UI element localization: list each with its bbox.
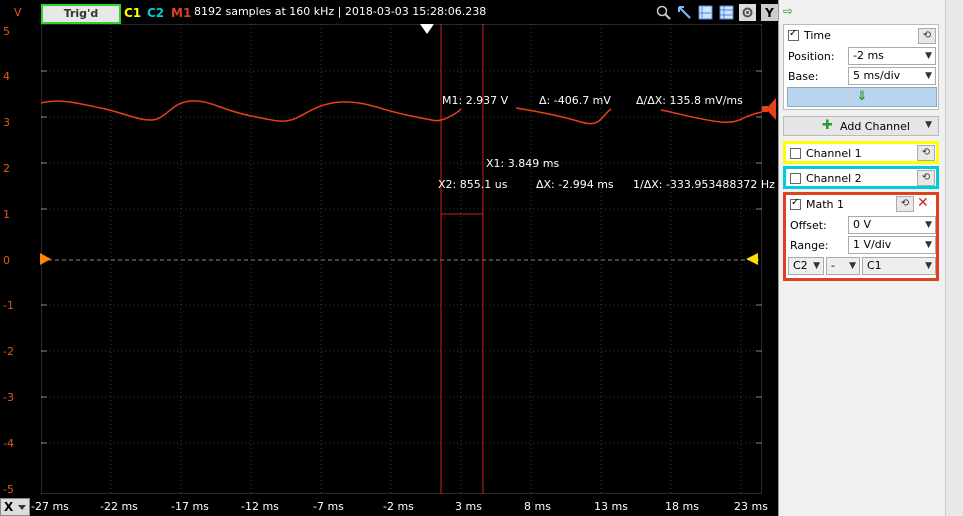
x-tick: -2 ms <box>383 500 414 513</box>
x-axis-button[interactable]: X <box>0 498 30 516</box>
time-settings-box: Time ⟲ Position: -2 ms▼ Base: 5 ms/div▼ … <box>783 24 939 110</box>
y-axis-button[interactable]: Y <box>761 4 778 21</box>
channel1-checkbox[interactable] <box>790 148 801 159</box>
y-tick: 4 <box>3 70 10 83</box>
math1-label: Math 1 <box>806 198 845 211</box>
x-tick: -22 ms <box>100 500 138 513</box>
range-select[interactable]: 1 V/div ▼ <box>848 236 936 254</box>
x-tick: -17 ms <box>171 500 209 513</box>
zero-marker-left-icon[interactable] <box>40 253 52 265</box>
zoom-icon[interactable] <box>655 4 672 21</box>
channel2-reset-icon[interactable]: ⟲ <box>917 170 935 186</box>
trigger-time-marker-icon[interactable] <box>420 24 434 34</box>
y-tick: 2 <box>3 162 10 175</box>
channel1-box: Channel 1 ⟲ <box>783 141 939 164</box>
y-tick: -4 <box>3 437 14 450</box>
scope-toolbar: V Trig'd C1 C2 M1 8192 samples at 160 kH… <box>0 0 778 24</box>
channel2-checkbox[interactable] <box>790 173 801 184</box>
add-channel-button[interactable]: ✚ Add Channel ▼ <box>783 116 939 136</box>
x-tick: 3 ms <box>455 500 482 513</box>
y-tick: -3 <box>3 391 14 404</box>
position-label: Position: <box>788 50 835 63</box>
y-tick: 5 <box>3 25 10 38</box>
trigger-marker-right-icon[interactable] <box>746 253 758 265</box>
x-tick: 13 ms <box>594 500 628 513</box>
operand-b-select[interactable]: C1 ▼ <box>862 257 936 275</box>
y-tick: 0 <box>3 254 10 267</box>
pan-icon[interactable] <box>676 4 693 21</box>
operand-a-select[interactable]: C2 ▼ <box>788 257 824 275</box>
base-select[interactable]: 5 ms/div ▼ <box>848 67 936 85</box>
math1-reset-icon[interactable]: ⟲ <box>896 196 914 212</box>
measure-m1: M1: 2.937 V <box>442 94 509 107</box>
grid-icon[interactable] <box>718 4 735 21</box>
measure-delta-dx: Δ/ΔX: 135.8 mV/ms <box>636 94 743 107</box>
channel-panel: ⇨ Time ⟲ Position: -2 ms▼ Base: 5 ms/div… <box>778 0 963 516</box>
chip-c2[interactable]: C2 <box>147 6 165 20</box>
x-tick: -12 ms <box>241 500 279 513</box>
oscilloscope-view[interactable]: V Trig'd C1 C2 M1 8192 samples at 160 kH… <box>0 0 778 516</box>
add-channel-label: Add Channel <box>840 120 910 133</box>
time-reset-icon[interactable]: ⟲ <box>918 28 936 44</box>
time-checkbox[interactable] <box>788 28 799 41</box>
chip-m1[interactable]: M1 <box>171 6 192 20</box>
math1-box: Math 1 ⟲ ✕ Offset: 0 V▼ Range: 1 V/div▼ … <box>783 192 939 281</box>
channel2-label: Channel 2 <box>806 172 862 185</box>
panel-collapse-icon[interactable]: ⇨ <box>783 4 794 18</box>
range-label: Range: <box>790 239 829 252</box>
y-tick: 1 <box>3 208 10 221</box>
math1-offset-marker-icon[interactable] <box>762 98 776 120</box>
measure-inv-dx: 1/ΔX: -333.953488372 Hz <box>633 178 775 191</box>
x-tick: -27 ms <box>31 500 69 513</box>
time-label: Time <box>804 29 831 42</box>
channel2-box: Channel 2 ⟲ <box>783 166 939 189</box>
chevron-down-icon: ▼ <box>925 120 932 130</box>
measure-dx: ΔX: -2.994 ms <box>536 178 614 191</box>
x-tick: -7 ms <box>313 500 344 513</box>
math1-trace <box>40 100 763 125</box>
chip-c1[interactable]: C1 <box>124 6 142 20</box>
trigger-status-button[interactable]: Trig'd <box>41 4 121 24</box>
settings-icon[interactable] <box>739 4 756 21</box>
apply-time-button[interactable]: ⇓ <box>787 87 937 107</box>
measure-x1: X1: 3.849 ms <box>486 157 560 170</box>
y-unit-label: V <box>14 6 22 19</box>
base-label: Base: <box>788 70 819 83</box>
offset-label: Offset: <box>790 219 827 232</box>
math1-remove-icon[interactable]: ✕ <box>917 195 929 211</box>
x-tick: 23 ms <box>734 500 768 513</box>
channel1-reset-icon[interactable]: ⟲ <box>917 145 935 161</box>
offset-select[interactable]: 0 V ▼ <box>848 216 936 234</box>
x-tick: 18 ms <box>665 500 699 513</box>
acquisition-status: 8192 samples at 160 kHz | 2018-03-03 15:… <box>194 5 487 18</box>
operator-select[interactable]: - ▼ <box>826 257 860 275</box>
panel-scrollbar[interactable] <box>945 0 963 516</box>
add-icon: ✚ <box>822 118 833 133</box>
measure-delta: Δ: -406.7 mV <box>539 94 611 107</box>
y-tick: -2 <box>3 345 14 358</box>
channel1-label: Channel 1 <box>806 147 862 160</box>
x-tick: 8 ms <box>524 500 551 513</box>
math1-checkbox[interactable] <box>790 197 801 210</box>
y-tick: -1 <box>3 299 14 312</box>
measure-x2: X2: 855.1 us <box>438 178 508 191</box>
y-tick: -5 <box>3 483 14 496</box>
position-select[interactable]: -2 ms ▼ <box>848 47 936 65</box>
cursor-icon[interactable] <box>697 4 714 21</box>
y-tick: 3 <box>3 116 10 129</box>
